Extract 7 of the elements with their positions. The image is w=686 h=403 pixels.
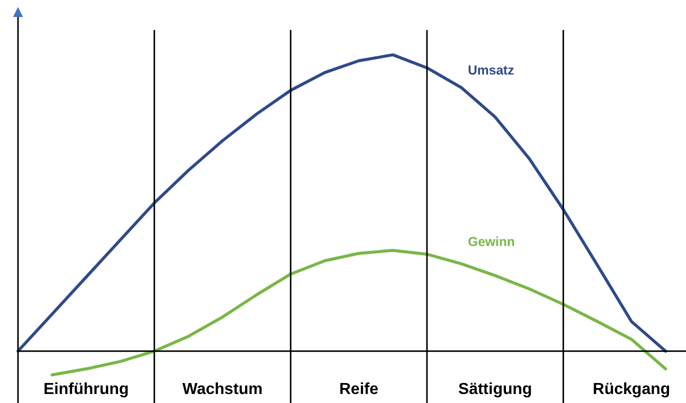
x-tick-label: Wachstum	[182, 380, 263, 398]
x-tick-label: Reife	[339, 380, 378, 398]
x-tick-label: Sättigung	[458, 380, 532, 398]
x-tick-label: Einführung	[44, 380, 129, 398]
x-tick-label: Rückgang	[592, 380, 670, 398]
series-label: Gewinn	[468, 234, 515, 249]
series-label: Umsatz	[468, 62, 515, 78]
